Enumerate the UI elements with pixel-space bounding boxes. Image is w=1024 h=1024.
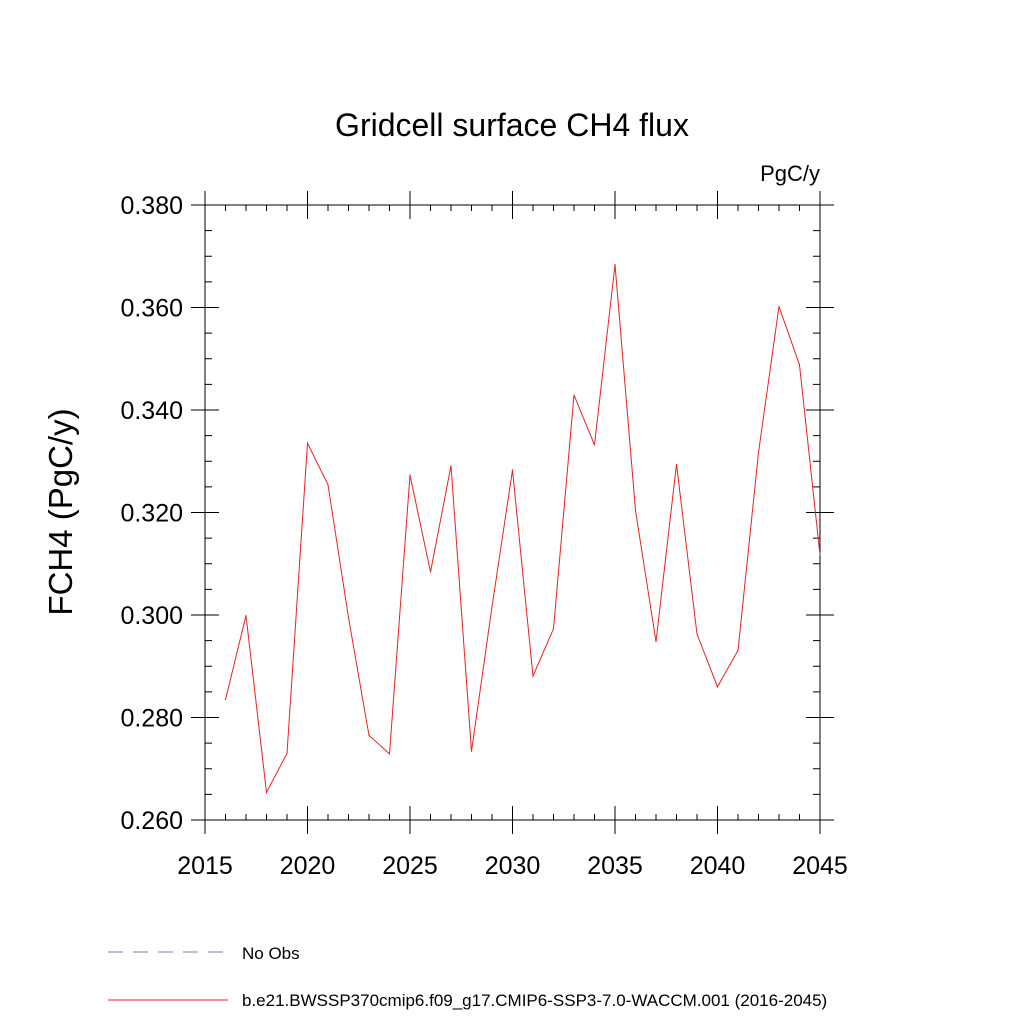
data-point: [388, 753, 391, 755]
data-point: [593, 444, 596, 446]
data-point: [450, 465, 452, 467]
data-point: [675, 463, 678, 465]
data-point: [573, 394, 575, 396]
data-point: [224, 698, 227, 701]
data-point: [696, 633, 698, 635]
data-point: [757, 451, 760, 454]
y-tick-label: 0.300: [120, 602, 183, 630]
legend-label-model: b.e21.BWSSP370cmip6.f09_g17.CMIP6-SSP3-7…: [242, 991, 827, 1010]
y-tick-label: 0.280: [120, 705, 183, 733]
data-point: [614, 263, 616, 266]
data-point: [265, 791, 268, 793]
data-point: [737, 649, 739, 651]
x-tick-label: 2030: [485, 852, 541, 880]
series-layer: [224, 263, 821, 794]
data-point: [347, 616, 350, 619]
y-tick-label: 0.320: [120, 500, 183, 528]
data-point: [778, 305, 780, 308]
data-point: [286, 752, 288, 754]
x-tick-label: 2015: [177, 852, 233, 880]
data-point: [532, 675, 534, 677]
y-tick-label: 0.340: [120, 397, 183, 425]
data-point: [716, 686, 719, 688]
x-axis-ticks: 2015 2020 2025 2030 2035 2040 2045: [177, 191, 848, 880]
x-tick-label: 2020: [280, 852, 336, 880]
y-axis-label: FCH4 (PgC/y): [42, 408, 79, 615]
units-label: PgC/y: [760, 161, 820, 186]
legend-label-no-obs: No Obs: [242, 944, 300, 963]
data-point: [327, 484, 329, 486]
data-point: [306, 442, 309, 444]
x-tick-label: 2045: [792, 852, 848, 880]
plot-frame: [204, 204, 821, 821]
data-point: [511, 469, 514, 471]
data-point: [409, 474, 411, 476]
data-point: [491, 606, 493, 608]
y-tick-label: 0.260: [120, 807, 183, 835]
chart-title: Gridcell surface CH4 flux: [335, 107, 689, 143]
y-axis-ticks: 0.260 0.280 0.300 0.320 0.340 0.360 0.380: [120, 192, 834, 835]
data-point: [819, 554, 821, 556]
x-tick-label: 2040: [690, 852, 746, 880]
data-point: [245, 614, 247, 617]
x-tick-label: 2035: [587, 852, 643, 880]
data-point: [634, 509, 637, 512]
data-point: [655, 641, 657, 643]
y-tick-label: 0.380: [120, 192, 183, 220]
data-point: [470, 750, 473, 752]
legend: No Obs b.e21.BWSSP370cmip6.f09_g17.CMIP6…: [108, 944, 827, 1010]
data-point: [798, 364, 801, 366]
y-tick-label: 0.360: [120, 295, 183, 323]
x-tick-label: 2025: [382, 852, 438, 880]
data-point: [429, 571, 432, 573]
data-point: [368, 734, 370, 737]
series-line: [225, 264, 821, 794]
data-point: [552, 628, 555, 630]
